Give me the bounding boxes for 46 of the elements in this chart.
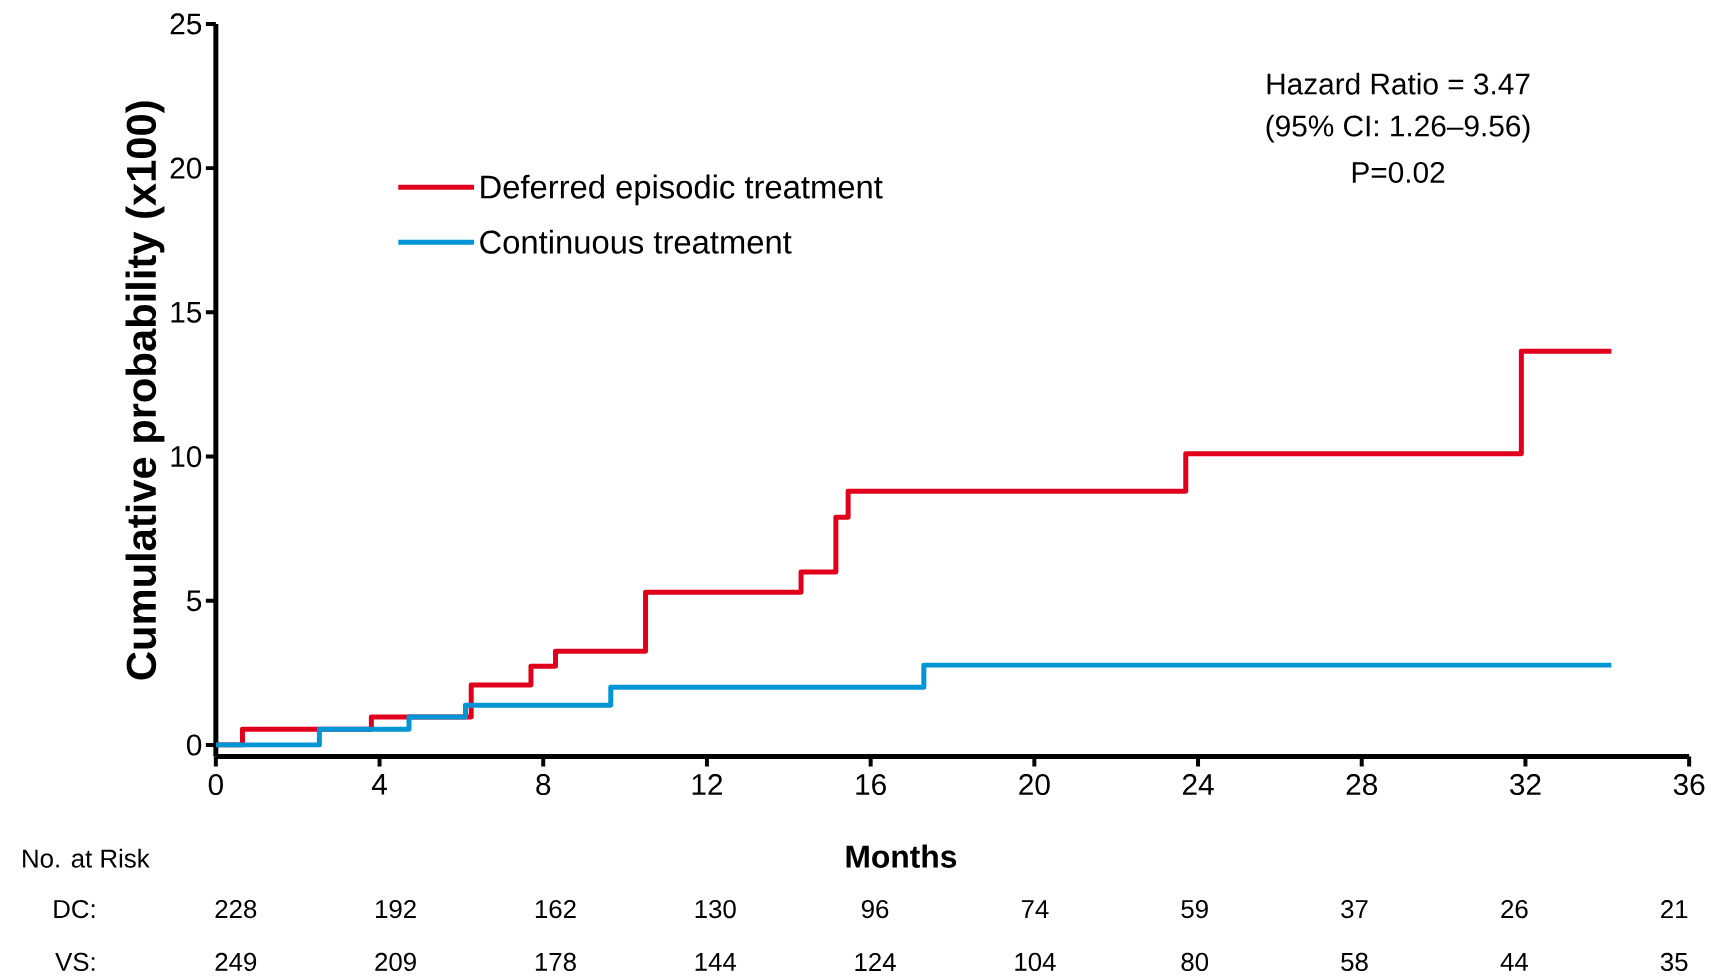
text: 144: [695, 953, 737, 971]
x-tick-label: 32: [1510, 774, 1541, 796]
x-tick-label: 36: [1673, 774, 1705, 796]
x-axis-title: Months: [846, 844, 957, 868]
legend-label: Deferred episodic treatment: [481, 174, 883, 206]
text: 249: [215, 952, 257, 972]
x-tick-label: 16: [856, 774, 886, 796]
text: 192: [376, 899, 416, 919]
annotation: Hazard Ratio = 3.47: [1267, 72, 1530, 95]
y-tick-label: 20: [170, 157, 202, 179]
y-tick-label: 15: [171, 302, 202, 323]
text: 37: [1341, 899, 1368, 919]
text: 96: [861, 899, 889, 919]
x-tick-label: 24: [1182, 774, 1214, 795]
annotation: (95% CI: 1.26–9.56): [1266, 114, 1530, 143]
text: 80: [1181, 952, 1209, 972]
text: 124: [855, 952, 896, 971]
text: 26: [1501, 899, 1528, 919]
text: 228: [215, 899, 257, 919]
text: 59: [1181, 899, 1208, 919]
y-tick-label: 0: [186, 734, 202, 756]
x-tick-label: 20: [1019, 774, 1050, 796]
text: 130: [695, 899, 736, 919]
text: 209: [375, 952, 416, 972]
text: 44: [1500, 953, 1528, 971]
x-tick-label: 28: [1346, 774, 1378, 796]
x-tick-label: 12: [692, 774, 723, 795]
x-tick-label: 4: [371, 774, 387, 795]
text: 21: [1661, 900, 1688, 919]
text: 58: [1341, 952, 1368, 972]
x-tick-label: 8: [536, 774, 551, 796]
text: DC:: [54, 899, 95, 919]
y-tick-label: 25: [170, 13, 202, 35]
legend-label: Continuous treatment: [480, 229, 792, 254]
text: 178: [535, 952, 576, 972]
y-tick-label: 10: [171, 446, 202, 468]
annotation: P=0.02: [1352, 161, 1445, 184]
text: 35: [1660, 952, 1688, 972]
x-tick-label: 0: [208, 774, 223, 796]
text: No. at Risk: [23, 848, 150, 868]
text: 162: [535, 899, 576, 919]
y-tick-label: 5: [187, 590, 202, 612]
text: 104: [1015, 952, 1056, 972]
text: VS:: [55, 952, 95, 972]
text: 74: [1021, 900, 1049, 919]
y-axis-title: Cumulative probability (x100): [125, 101, 165, 680]
